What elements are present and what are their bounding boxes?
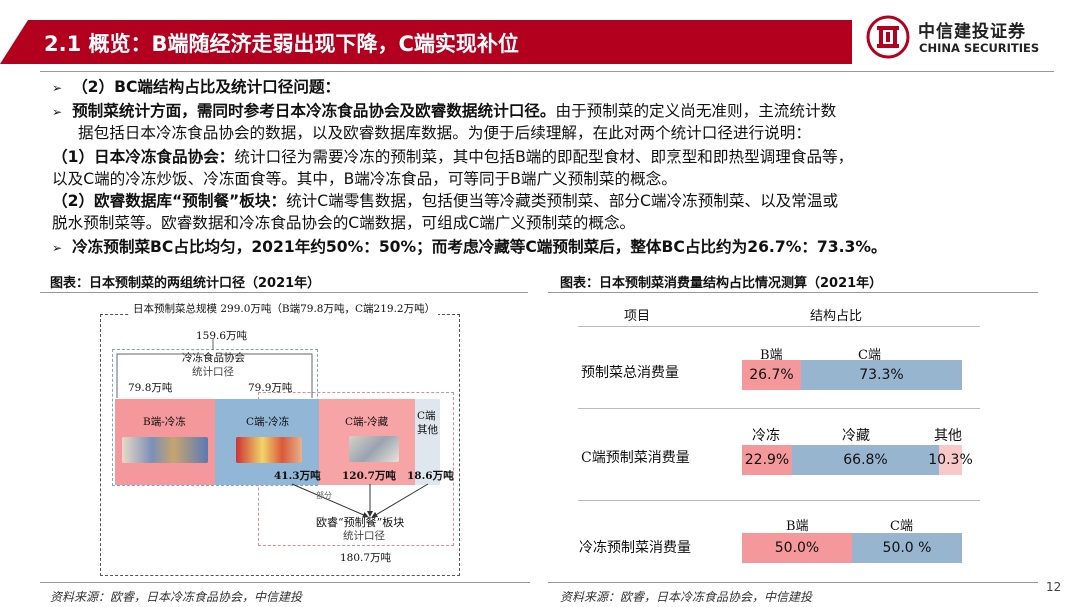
frozen-total-label: 159.6万吨 <box>196 330 248 342</box>
table-rule <box>578 326 980 327</box>
frozen-assoc-label: 冷冻食品协会 <box>182 352 245 364</box>
segment-label: B端 <box>760 348 783 363</box>
text-line: （1）日本冷冻食品协会：统计口径为需要冷冻的预制菜，其中包括B端的即配型食材、即… <box>52 148 854 166</box>
page-number: 12 <box>1046 580 1062 594</box>
seg-label-c-frozen: C端-冷冻 <box>246 416 290 428</box>
logo-text-en: CHINA SECURITIES <box>919 41 1040 55</box>
citic-logo-icon <box>866 15 910 59</box>
source-left: 资料来源：欧睿，日本冷冻食品协会，中信建投 <box>50 590 303 604</box>
value-186: 18.6万吨 <box>407 470 454 482</box>
right-figure-caption: 图表：日本预制菜消费量结构占比情况测算（2021年） <box>560 276 883 291</box>
row-label: 预制菜总消费量 <box>581 365 679 381</box>
bar-segment: 10.3% <box>928 445 973 475</box>
table-rule <box>578 408 980 409</box>
bar-segment: 73.3% <box>801 360 962 390</box>
segment-c-other <box>415 399 440 485</box>
bar-segment: 50.0 % <box>852 533 962 563</box>
frozen-scope-label: 统计口径 <box>192 366 234 378</box>
bar-segment: 50.0% <box>742 533 852 563</box>
frozen-brace-arrows <box>116 338 313 398</box>
segment-label: 冷冻 <box>752 428 780 444</box>
b-frozen-value: 79.8万吨 <box>128 382 173 394</box>
table-rule <box>578 500 980 501</box>
text-line: ➢ （2）BC端结构占比及统计口径问题： <box>52 78 341 96</box>
partial-label: 部分 <box>316 491 332 500</box>
segment-label: 其他 <box>934 428 962 444</box>
row-label: 冷冻预制菜消费量 <box>579 540 691 556</box>
bar-segment: 66.8% <box>792 445 939 475</box>
title-bar <box>0 20 852 64</box>
seg-label-b-frozen: B端-冷冻 <box>143 416 186 428</box>
arrow-bullet-icon: ➢ <box>52 105 63 119</box>
footer-divider <box>40 582 530 583</box>
arrow-bullet-icon: ➢ <box>52 241 63 255</box>
text-line: ➢ 预制菜统计方面，需同时参考日本冷冻食品协会及欧睿数据统计口径。由于预制菜的定义… <box>52 102 837 120</box>
segment-label: C端 <box>858 348 881 363</box>
text-line: 据包括日本冷冻食品协会的数据，以及欧睿数据库数据。为便于后续理解，在此对两个统计… <box>78 124 811 142</box>
c-frozen-value: 79.9万吨 <box>248 382 293 394</box>
euromonitor-arrows <box>291 483 429 518</box>
page-title: 2.1 概览：B端随经济走弱出现下降，C端实现补位 <box>44 32 519 56</box>
arrow-bullet-icon: ➢ <box>52 81 63 95</box>
text-line: 脱水预制菜等。欧睿数据和冷冻食品协会的C端数据，可组成C端广义预制菜的概念。 <box>52 214 636 232</box>
row-label: C端预制菜消费量 <box>581 450 690 466</box>
food-package-image <box>236 437 302 463</box>
euromonitor-scope-label: 统计口径 <box>343 530 385 542</box>
left-figure-caption: 图表：日本预制菜的两组统计口径（2021年） <box>50 276 321 291</box>
euromonitor-total-label: 180.7万吨 <box>340 552 392 564</box>
total-label: 日本预制菜总规模 299.0万吨（B端79.8万吨，C端219.2万吨） <box>130 301 439 316</box>
segment-label: C端 <box>890 519 913 534</box>
segment-label: B端 <box>786 519 809 534</box>
header-share: 结构占比 <box>810 309 863 324</box>
bar-segment: 22.9% <box>742 445 792 475</box>
footer-divider <box>548 582 1038 583</box>
food-package-image <box>122 437 208 463</box>
header-item: 项目 <box>624 309 651 324</box>
caption-divider <box>40 292 528 293</box>
value-413: 41.3万吨 <box>274 470 321 482</box>
logo-text-cn: 中信建投证券 <box>918 22 1026 42</box>
food-package-image <box>349 436 399 462</box>
source-right: 资料来源：欧睿，日本冷冻食品协会，中信建投 <box>560 590 813 604</box>
bar-segment: 26.7% <box>742 360 801 390</box>
seg-label-c-chilled: C端-冷藏 <box>345 416 389 428</box>
seg-label-c-other-1: C端 <box>417 410 436 422</box>
seg-label-c-other-2: 其他 <box>417 424 438 436</box>
text-line: （2）欧睿数据库“预制餐”板块：统计C端零售数据，包括便当等冷藏类预制菜、部分C… <box>52 192 839 210</box>
segment-label: 冷藏 <box>842 428 870 444</box>
text-line: ➢ 冷冻预制菜BC占比均匀，2021年约50%：50%；而考虑冷藏等C端预制菜后，… <box>52 238 887 256</box>
value-1207: 120.7万吨 <box>342 470 396 482</box>
header-divider <box>40 71 1054 72</box>
text-line: 以及C端的冷冻炒饭、冷冻面食等。其中，B端冷冻食品，可等同于B端广义预制菜的概念… <box>52 170 677 188</box>
euromonitor-label: 欧睿“预制餐”板块 <box>316 516 405 529</box>
caption-divider <box>548 292 1038 293</box>
